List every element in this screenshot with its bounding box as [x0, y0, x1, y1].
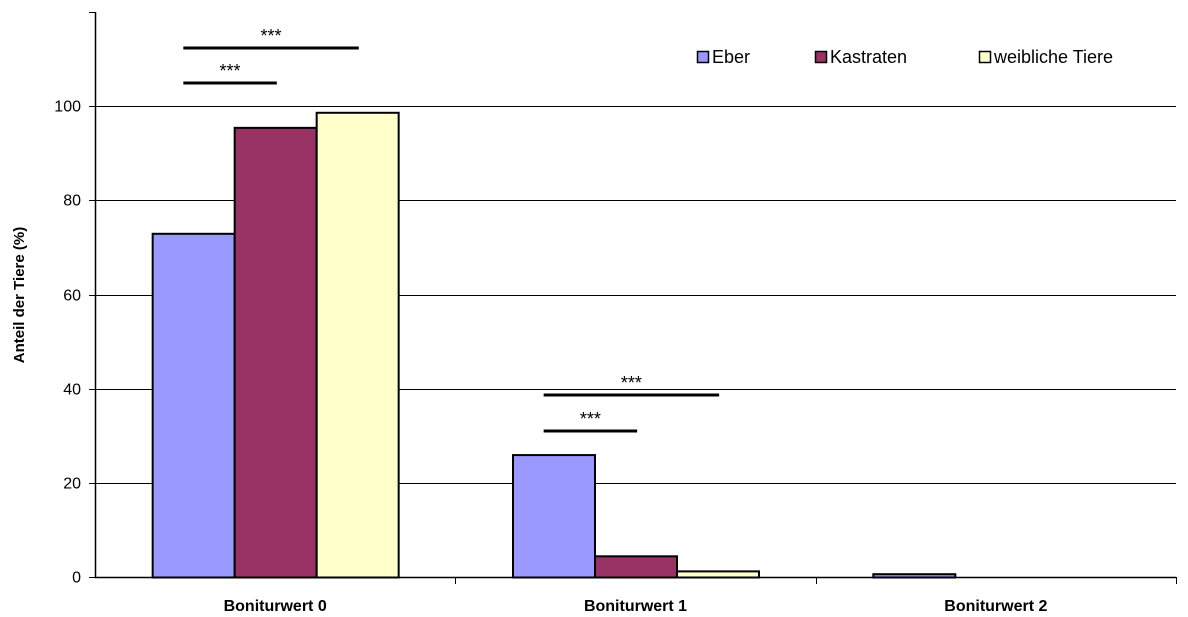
bar-eber-1 — [512, 454, 596, 579]
x-category-labels: Boniturwert 0 Boniturwert 1 Boniturwert 2 — [224, 598, 1048, 615]
x-category-label: Boniturwert 2 — [944, 598, 1047, 615]
significance-label: *** — [621, 373, 642, 393]
y-tick-label: 0 — [72, 570, 81, 587]
x-category-label: Boniturwert 0 — [224, 598, 327, 615]
bar-weibliche-tiere-0 — [315, 111, 400, 579]
legend-swatch — [814, 50, 828, 64]
y-tick-label: 80 — [63, 193, 81, 210]
x-category-label: Boniturwert 1 — [584, 598, 687, 615]
significance-annotations: *** *** *** *** — [183, 26, 720, 433]
significance-label: *** — [220, 61, 241, 81]
legend-swatch — [978, 50, 992, 64]
legend-label: Kastraten — [830, 47, 907, 67]
legend: Eber Kastraten weibliche Tiere — [696, 47, 1113, 67]
y-tick-label: 60 — [63, 288, 81, 305]
y-tick-labels: 0 20 40 60 80 100 — [54, 99, 81, 587]
significance-label: *** — [261, 26, 282, 46]
y-tick-label: 100 — [54, 99, 81, 116]
bar-kastraten-1 — [594, 555, 678, 579]
y-axis-label: Anteil der Tiere (%) — [11, 227, 28, 363]
y-tick-label: 20 — [63, 476, 81, 493]
bars — [151, 111, 957, 579]
bar-eber-0 — [151, 232, 236, 579]
bar-weibliche-tiere-1 — [676, 570, 760, 579]
legend-label: weibliche Tiere — [993, 47, 1113, 67]
significance-label: *** — [580, 409, 601, 429]
y-tick-label: 40 — [63, 382, 81, 399]
legend-swatch — [696, 50, 710, 64]
axes — [89, 12, 1177, 584]
bar-kastraten-0 — [233, 126, 318, 579]
legend-label: Eber — [712, 47, 750, 67]
